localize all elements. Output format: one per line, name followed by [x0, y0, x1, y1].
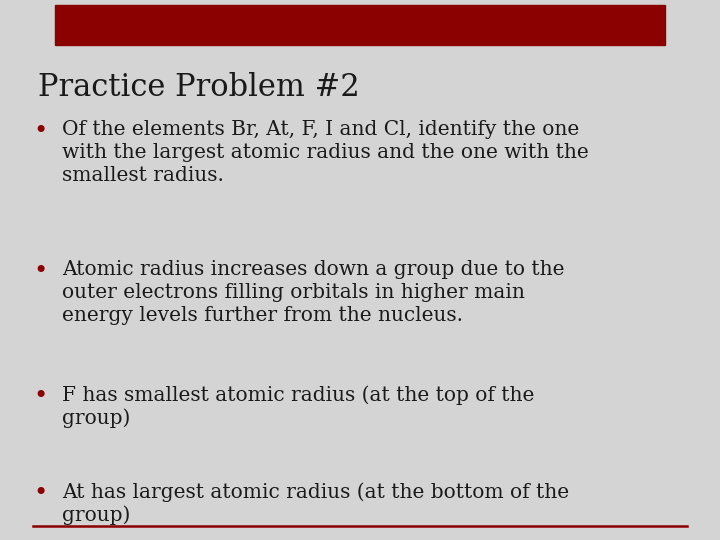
Bar — [55, 5, 665, 45]
Text: Of the elements Br, At, F, I and Cl, identify the one: Of the elements Br, At, F, I and Cl, ide… — [62, 120, 580, 139]
Text: At has largest atomic radius (at the bottom of the: At has largest atomic radius (at the bot… — [62, 482, 569, 502]
Text: Atomic radius increases down a group due to the: Atomic radius increases down a group due… — [62, 260, 564, 279]
Text: outer electrons filling orbitals in higher main: outer electrons filling orbitals in high… — [62, 283, 525, 302]
Text: •: • — [33, 385, 48, 408]
Text: group): group) — [62, 408, 130, 428]
Text: energy levels further from the nucleus.: energy levels further from the nucleus. — [62, 306, 463, 325]
Text: •: • — [33, 260, 48, 283]
Text: smallest radius.: smallest radius. — [62, 166, 224, 185]
Text: Practice Problem #2: Practice Problem #2 — [38, 72, 360, 103]
Text: group): group) — [62, 505, 130, 525]
Text: with the largest atomic radius and the one with the: with the largest atomic radius and the o… — [62, 143, 589, 162]
Text: •: • — [33, 482, 48, 505]
Text: •: • — [33, 120, 48, 143]
Text: F has smallest atomic radius (at the top of the: F has smallest atomic radius (at the top… — [62, 385, 534, 404]
